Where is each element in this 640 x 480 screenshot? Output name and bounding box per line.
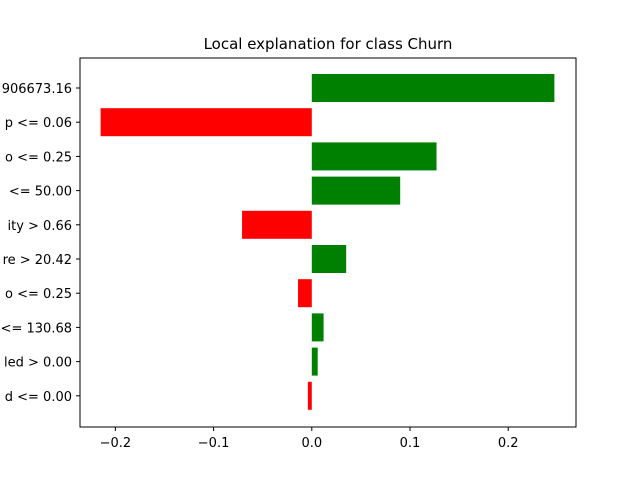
bar-4 (311, 176, 401, 205)
x-tick-label: −0.1 (198, 436, 230, 451)
y-tick-label: re > 20.42 (3, 253, 72, 268)
bar-10 (307, 381, 312, 410)
bar-6 (311, 245, 347, 273)
bars-layer (100, 74, 555, 410)
bar-8 (311, 313, 324, 342)
x-tick-label: 0.0 (301, 436, 322, 451)
y-tick-label: o <= 0.25 (5, 150, 72, 165)
y-tick-label: o <= 0.25 (5, 287, 72, 302)
x-axis-ticks: −0.2 −0.1 0.0 0.1 0.2 (100, 427, 519, 451)
y-tick-label: p <= 0.06 (5, 116, 72, 131)
y-tick-label: ity > 0.66 (7, 219, 72, 234)
axes-frame (79, 57, 577, 428)
y-axis-ticks: 906673.16 p <= 0.06 o <= 0.25 <= 50.00 ity >… (1, 82, 80, 405)
chart-title: Local explanation for class Churn (204, 35, 453, 53)
bar-3 (311, 142, 437, 171)
bar-1 (311, 74, 555, 102)
y-tick-label: 906673.16 (2, 82, 72, 97)
y-tick-label: <= 50.00 (9, 185, 72, 200)
y-tick-label: d <= 0.00 (5, 390, 72, 405)
x-tick-label: 0.1 (400, 436, 421, 451)
y-tick-label: led > 0.00 (4, 356, 72, 371)
bar-7 (298, 279, 312, 308)
bar-9 (311, 347, 318, 376)
bar-5 (242, 210, 312, 239)
bar-2 (100, 108, 312, 137)
y-tick-label: <= 130.68 (1, 321, 72, 336)
x-tick-label: −0.2 (100, 436, 132, 451)
x-tick-label: 0.2 (498, 436, 519, 451)
